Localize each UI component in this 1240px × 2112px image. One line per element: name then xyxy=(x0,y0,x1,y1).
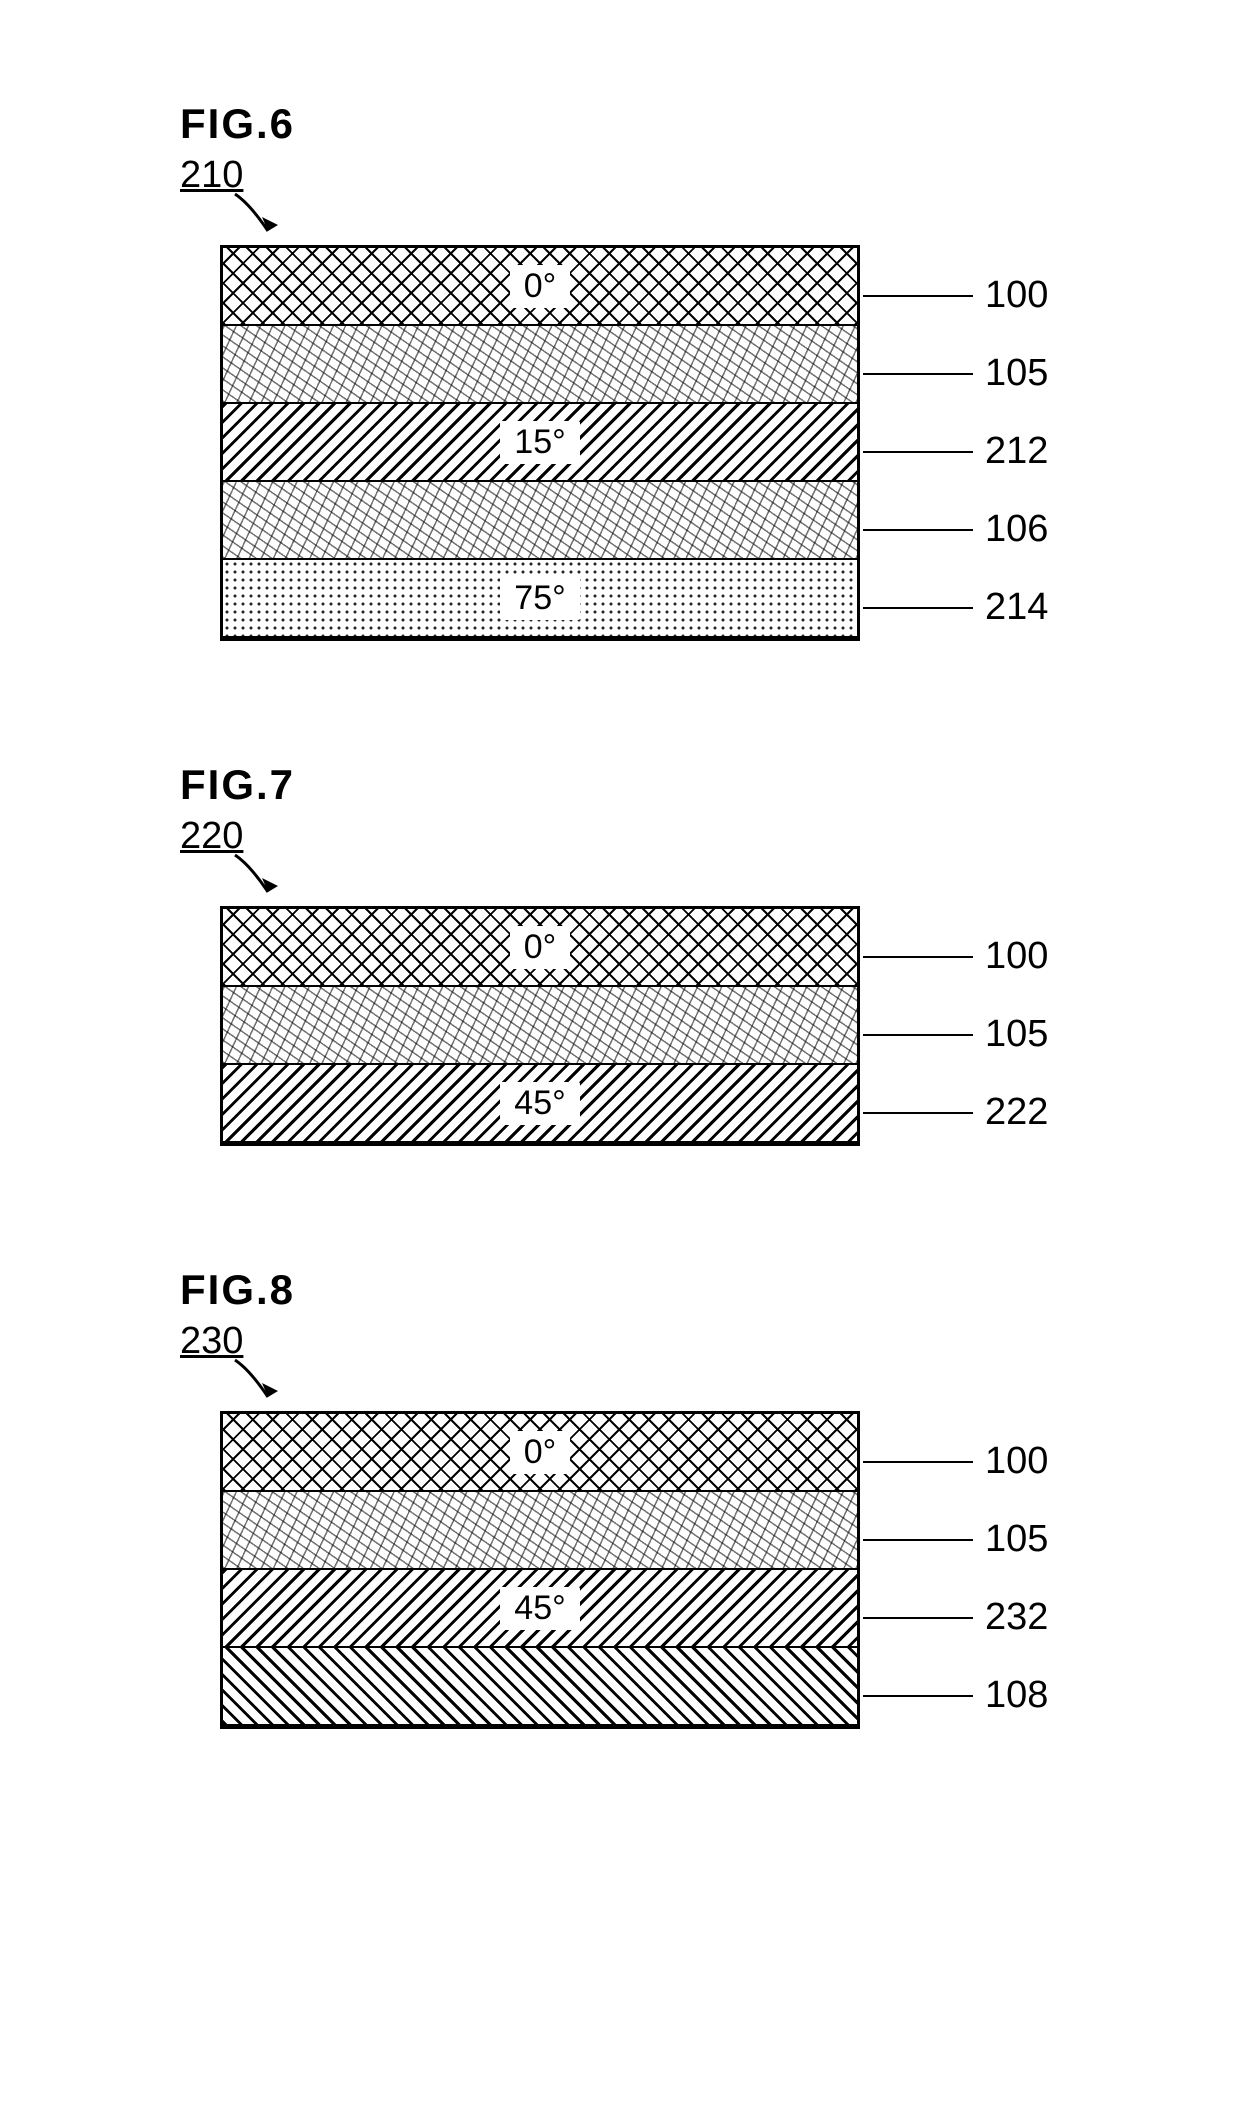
leader-text: 105 xyxy=(985,352,1048,395)
leader-text: 232 xyxy=(985,1596,1048,1639)
figure-title: FIG.8 xyxy=(180,1266,1240,1314)
leader-text: 212 xyxy=(985,430,1048,473)
leader: 214 xyxy=(863,586,1048,629)
layer-fill xyxy=(223,326,857,402)
figure-6: FIG.6 210 0° 15° xyxy=(180,100,1240,641)
layer-stack: 0° 15° 75° 100 105 212 106 214 xyxy=(220,245,860,641)
layer-106 xyxy=(223,482,857,560)
leader-text: 100 xyxy=(985,935,1048,978)
figure-title: FIG.7 xyxy=(180,761,1240,809)
arrow-icon xyxy=(180,197,1240,237)
layer-105 xyxy=(223,987,857,1065)
figure-title: FIG.6 xyxy=(180,100,1240,148)
leader-text: 222 xyxy=(985,1091,1048,1134)
layer-angle-label: 0° xyxy=(510,926,571,969)
figure-7: FIG.7 220 0° 45° 100 105 222 xyxy=(180,761,1240,1146)
layer-105 xyxy=(223,326,857,404)
leader-text: 100 xyxy=(985,1440,1048,1483)
layer-angle-label: 75° xyxy=(500,577,579,620)
layer-angle-label: 45° xyxy=(500,1587,579,1630)
layer-fill xyxy=(223,482,857,558)
layer-stack: 0° 45° 100 105 222 xyxy=(220,906,860,1146)
figure-8: FIG.8 230 0° 45° 100 xyxy=(180,1266,1240,1729)
layer-fill xyxy=(223,1492,857,1568)
page: FIG.6 210 0° 15° xyxy=(0,0,1240,2112)
leader: 100 xyxy=(863,1440,1048,1483)
layer-angle-label: 45° xyxy=(500,1082,579,1125)
leader: 106 xyxy=(863,508,1048,551)
leader-text: 106 xyxy=(985,508,1048,551)
leader: 105 xyxy=(863,1013,1048,1056)
leader-text: 108 xyxy=(985,1674,1048,1717)
leader-text: 105 xyxy=(985,1518,1048,1561)
leader: 212 xyxy=(863,430,1048,473)
leader-text: 100 xyxy=(985,274,1048,317)
leader: 105 xyxy=(863,352,1048,395)
leader: 108 xyxy=(863,1674,1048,1717)
layer-fill xyxy=(223,1648,857,1724)
layer-232: 45° xyxy=(223,1570,857,1648)
layer-100: 0° xyxy=(223,1414,857,1492)
layer-fill xyxy=(223,987,857,1063)
arrow-icon xyxy=(180,1363,1240,1403)
leader-text: 214 xyxy=(985,586,1048,629)
leader: 100 xyxy=(863,274,1048,317)
layer-angle-label: 15° xyxy=(500,421,579,464)
arrow-icon xyxy=(180,858,1240,898)
layer-100: 0° xyxy=(223,248,857,326)
layer-angle-label: 0° xyxy=(510,265,571,308)
layer-212: 15° xyxy=(223,404,857,482)
layer-stack: 0° 45° 100 105 232 108 xyxy=(220,1411,860,1729)
leader-text: 105 xyxy=(985,1013,1048,1056)
leader: 232 xyxy=(863,1596,1048,1639)
layer-angle-label: 0° xyxy=(510,1431,571,1474)
leader: 100 xyxy=(863,935,1048,978)
leader: 105 xyxy=(863,1518,1048,1561)
layer-222: 45° xyxy=(223,1065,857,1143)
layer-214: 75° xyxy=(223,560,857,638)
leader: 222 xyxy=(863,1091,1048,1134)
layer-108 xyxy=(223,1648,857,1726)
layer-105 xyxy=(223,1492,857,1570)
layer-100: 0° xyxy=(223,909,857,987)
